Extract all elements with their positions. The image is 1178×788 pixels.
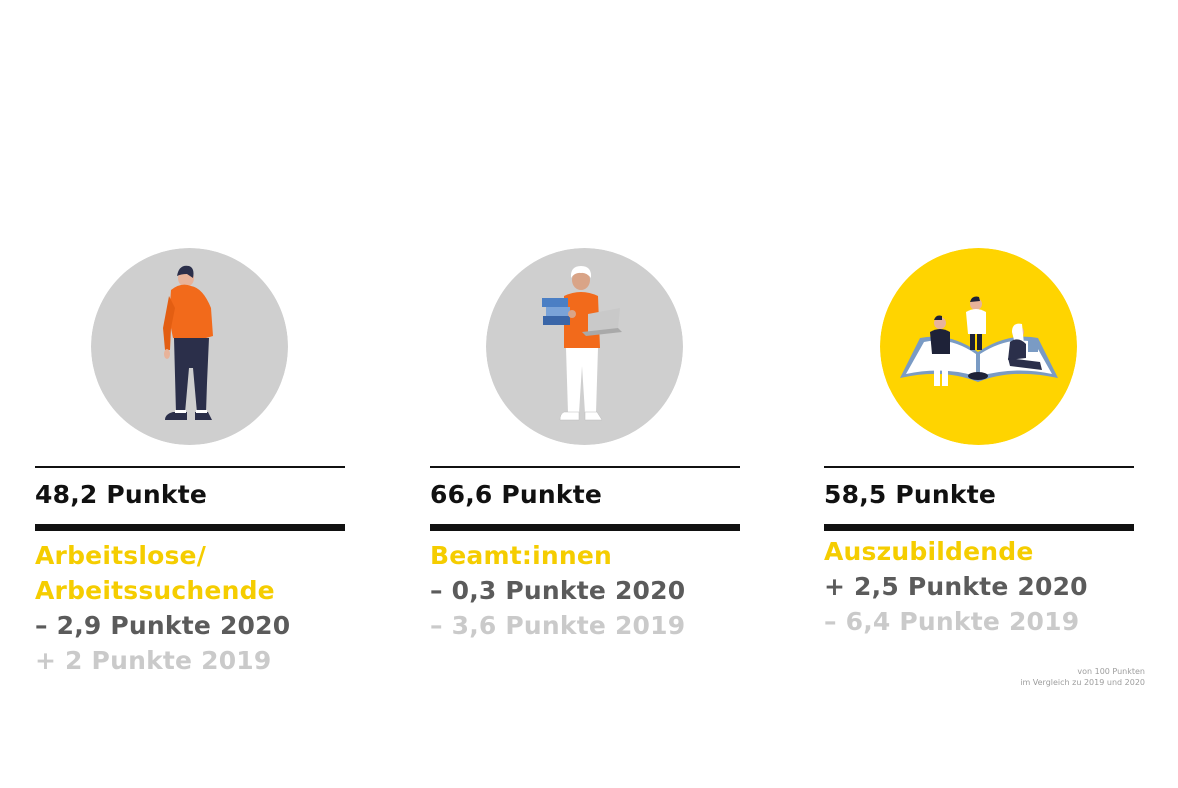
divider <box>35 466 345 468</box>
divider-thick <box>824 524 1134 531</box>
footnote-scale: von 100 Punkten <box>1077 667 1145 676</box>
people-on-open-book-icon <box>880 248 1077 445</box>
change-2020: + 2,5 Punkte 2020 <box>824 572 1088 601</box>
change-2019: – 3,6 Punkte 2019 <box>430 611 686 640</box>
score-value: 48,2 Punkte <box>35 480 208 509</box>
divider <box>824 466 1134 468</box>
score-value: 58,5 Punkte <box>824 480 997 509</box>
group-label-line: Auszubildende <box>824 537 1034 566</box>
change-2019: – 6,4 Punkte 2019 <box>824 607 1080 636</box>
group-label-line: Beamt:innen <box>430 541 612 570</box>
score-value: 66,6 Punkte <box>430 480 603 509</box>
person-with-laptop-and-books-icon <box>486 248 683 445</box>
group-details: Beamt:innen – 0,3 Punkte 2020 – 3,6 Punk… <box>430 538 760 643</box>
group-details: Auszubildende + 2,5 Punkte 2020 – 6,4 Pu… <box>824 534 1154 639</box>
change-2020: – 2,9 Punkte 2020 <box>35 611 291 640</box>
divider <box>430 466 740 468</box>
group-details: Arbeitslose/ Arbeitssuchende – 2,9 Punkt… <box>35 538 365 678</box>
change-2019: + 2 Punkte 2019 <box>35 646 272 675</box>
change-2020: – 0,3 Punkte 2020 <box>430 576 686 605</box>
standing-person-icon <box>91 248 288 445</box>
group-label-line: Arbeitslose/ <box>35 541 207 570</box>
divider-thick <box>430 524 740 531</box>
group-label-line: Arbeitssuchende <box>35 576 275 605</box>
divider-thick <box>35 524 345 531</box>
footnote-comparison: im Vergleich zu 2019 und 2020 <box>1020 678 1145 687</box>
